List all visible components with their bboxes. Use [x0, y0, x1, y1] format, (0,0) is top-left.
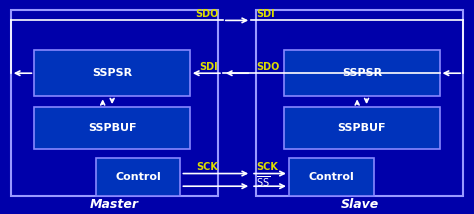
Text: Control: Control — [309, 172, 354, 182]
Text: Control: Control — [115, 172, 161, 182]
Bar — [289, 158, 374, 196]
Bar — [35, 107, 190, 149]
Bar — [284, 50, 439, 97]
Bar — [256, 10, 463, 196]
Bar — [284, 107, 439, 149]
Bar — [11, 10, 218, 196]
Text: SDI: SDI — [200, 62, 218, 72]
Bar — [96, 158, 181, 196]
Text: SSPSR: SSPSR — [342, 68, 382, 78]
Text: $\overline{\mathrm{SS}}$: $\overline{\mathrm{SS}}$ — [256, 175, 270, 189]
Text: SSPBUF: SSPBUF — [88, 123, 137, 133]
Text: SSPBUF: SSPBUF — [337, 123, 386, 133]
Text: SCK: SCK — [196, 162, 218, 172]
Text: SDO: SDO — [195, 9, 218, 19]
Text: SSPSR: SSPSR — [92, 68, 132, 78]
Text: SDI: SDI — [256, 9, 274, 19]
Text: Master: Master — [90, 198, 139, 211]
Text: Slave: Slave — [340, 198, 379, 211]
Bar — [35, 50, 190, 97]
Text: SDO: SDO — [256, 62, 279, 72]
Text: SCK: SCK — [256, 162, 278, 172]
